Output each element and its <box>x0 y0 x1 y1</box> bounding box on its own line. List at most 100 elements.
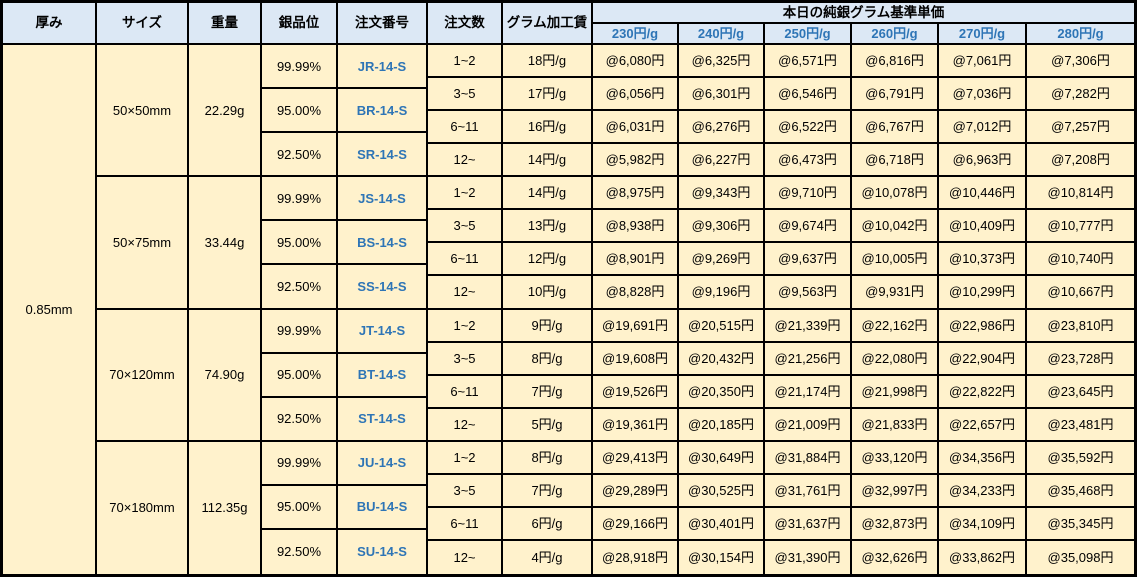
price-cell: @7,036円 <box>939 78 1027 112</box>
price-cell: @10,409円 <box>939 210 1027 244</box>
price-cell: @6,301円 <box>679 78 765 112</box>
thickness-cell: 0.85mm <box>3 45 97 574</box>
price-cell: @32,997円 <box>852 474 939 508</box>
price-cell: @29,289円 <box>593 474 679 508</box>
header-qty: 注文数 <box>428 3 503 45</box>
fee-cell: 10円/g <box>503 276 593 310</box>
qty-cell: 12~ <box>428 144 503 178</box>
price-cell: @19,526円 <box>593 375 679 409</box>
purity-cell: 95.00% <box>262 89 338 134</box>
order-no-link[interactable]: BT-14-S <box>338 353 428 398</box>
fee-cell: 8円/g <box>503 441 593 475</box>
order-no-link[interactable]: JU-14-S <box>338 441 428 486</box>
price-cell: @6,816円 <box>852 45 939 79</box>
price-cell: @34,233円 <box>939 474 1027 508</box>
order-no-link[interactable]: JT-14-S <box>338 309 428 354</box>
price-cell: @10,373円 <box>939 243 1027 277</box>
purity-cell: 95.00% <box>262 353 338 398</box>
price-cell: @29,166円 <box>593 507 679 541</box>
price-cell: @6,080円 <box>593 45 679 79</box>
fee-cell: 17円/g <box>503 78 593 112</box>
price-cell: @10,667円 <box>1027 276 1134 310</box>
price-cell: @9,196円 <box>679 276 765 310</box>
fee-cell: 14円/g <box>503 144 593 178</box>
fee-cell: 12円/g <box>503 243 593 277</box>
price-cell: @10,777円 <box>1027 210 1134 244</box>
order-no-link[interactable]: BS-14-S <box>338 221 428 266</box>
price-cell: @9,563円 <box>765 276 852 310</box>
size-cell: 50×50mm <box>97 45 189 178</box>
price-cell: @6,522円 <box>765 111 852 145</box>
header-price-group: 本日の純銀グラム基準単価 <box>593 3 1134 24</box>
price-cell: @22,080円 <box>852 342 939 376</box>
order-no-link[interactable]: SR-14-S <box>338 133 428 178</box>
qty-cell: 6~11 <box>428 507 503 541</box>
weight-cell: 112.35g <box>189 441 262 574</box>
order-no-link[interactable]: SU-14-S <box>338 529 428 574</box>
price-cell: @6,767円 <box>852 111 939 145</box>
fee-cell: 7円/g <box>503 474 593 508</box>
purity-cell: 99.99% <box>262 45 338 90</box>
price-cell: @8,975円 <box>593 177 679 211</box>
price-cell: @35,345円 <box>1027 507 1134 541</box>
header-size: サイズ <box>97 3 189 45</box>
size-cell: 70×120mm <box>97 309 189 442</box>
fee-cell: 6円/g <box>503 507 593 541</box>
order-no-link[interactable]: BR-14-S <box>338 89 428 134</box>
price-column-header-280: 280円/g <box>1027 24 1134 45</box>
price-cell: @32,873円 <box>852 507 939 541</box>
price-cell: @8,938円 <box>593 210 679 244</box>
price-cell: @22,986円 <box>939 309 1027 343</box>
price-cell: @29,413円 <box>593 441 679 475</box>
purity-cell: 92.50% <box>262 265 338 310</box>
qty-cell: 6~11 <box>428 111 503 145</box>
fee-cell: 5円/g <box>503 408 593 442</box>
size-cell: 70×180mm <box>97 441 189 574</box>
price-cell: @31,390円 <box>765 540 852 574</box>
price-cell: @10,299円 <box>939 276 1027 310</box>
order-no-link[interactable]: JS-14-S <box>338 177 428 222</box>
price-cell: @6,227円 <box>679 144 765 178</box>
price-cell: @6,056円 <box>593 78 679 112</box>
purity-cell: 95.00% <box>262 221 338 266</box>
price-cell: @7,257円 <box>1027 111 1134 145</box>
order-no-link[interactable]: BU-14-S <box>338 485 428 530</box>
qty-cell: 1~2 <box>428 441 503 475</box>
price-cell: @7,282円 <box>1027 78 1134 112</box>
price-cell: @22,162円 <box>852 309 939 343</box>
price-cell: @23,810円 <box>1027 309 1134 343</box>
price-cell: @10,042円 <box>852 210 939 244</box>
purity-cell: 99.99% <box>262 309 338 354</box>
purity-cell: 92.50% <box>262 397 338 442</box>
purity-cell: 95.00% <box>262 485 338 530</box>
price-cell: @7,208円 <box>1027 144 1134 178</box>
price-cell: @9,674円 <box>765 210 852 244</box>
price-cell: @9,269円 <box>679 243 765 277</box>
price-cell: @23,728円 <box>1027 342 1134 376</box>
qty-cell: 3~5 <box>428 210 503 244</box>
price-cell: @22,904円 <box>939 342 1027 376</box>
header-thickness: 厚み <box>3 3 97 45</box>
price-cell: @10,740円 <box>1027 243 1134 277</box>
purity-cell: 99.99% <box>262 441 338 486</box>
order-no-link[interactable]: ST-14-S <box>338 397 428 442</box>
order-no-link[interactable]: JR-14-S <box>338 45 428 90</box>
fee-cell: 14円/g <box>503 177 593 211</box>
price-cell: @5,982円 <box>593 144 679 178</box>
price-cell: @33,120円 <box>852 441 939 475</box>
price-cell: @6,473円 <box>765 144 852 178</box>
price-cell: @8,828円 <box>593 276 679 310</box>
order-no-link[interactable]: SS-14-S <box>338 265 428 310</box>
price-cell: @9,710円 <box>765 177 852 211</box>
price-cell: @23,481円 <box>1027 408 1134 442</box>
price-cell: @23,645円 <box>1027 375 1134 409</box>
fee-cell: 9円/g <box>503 309 593 343</box>
price-cell: @30,649円 <box>679 441 765 475</box>
price-cell: @10,446円 <box>939 177 1027 211</box>
price-cell: @9,306円 <box>679 210 765 244</box>
price-cell: @21,009円 <box>765 408 852 442</box>
qty-cell: 1~2 <box>428 309 503 343</box>
price-cell: @19,608円 <box>593 342 679 376</box>
fee-cell: 8円/g <box>503 342 593 376</box>
price-cell: @34,356円 <box>939 441 1027 475</box>
